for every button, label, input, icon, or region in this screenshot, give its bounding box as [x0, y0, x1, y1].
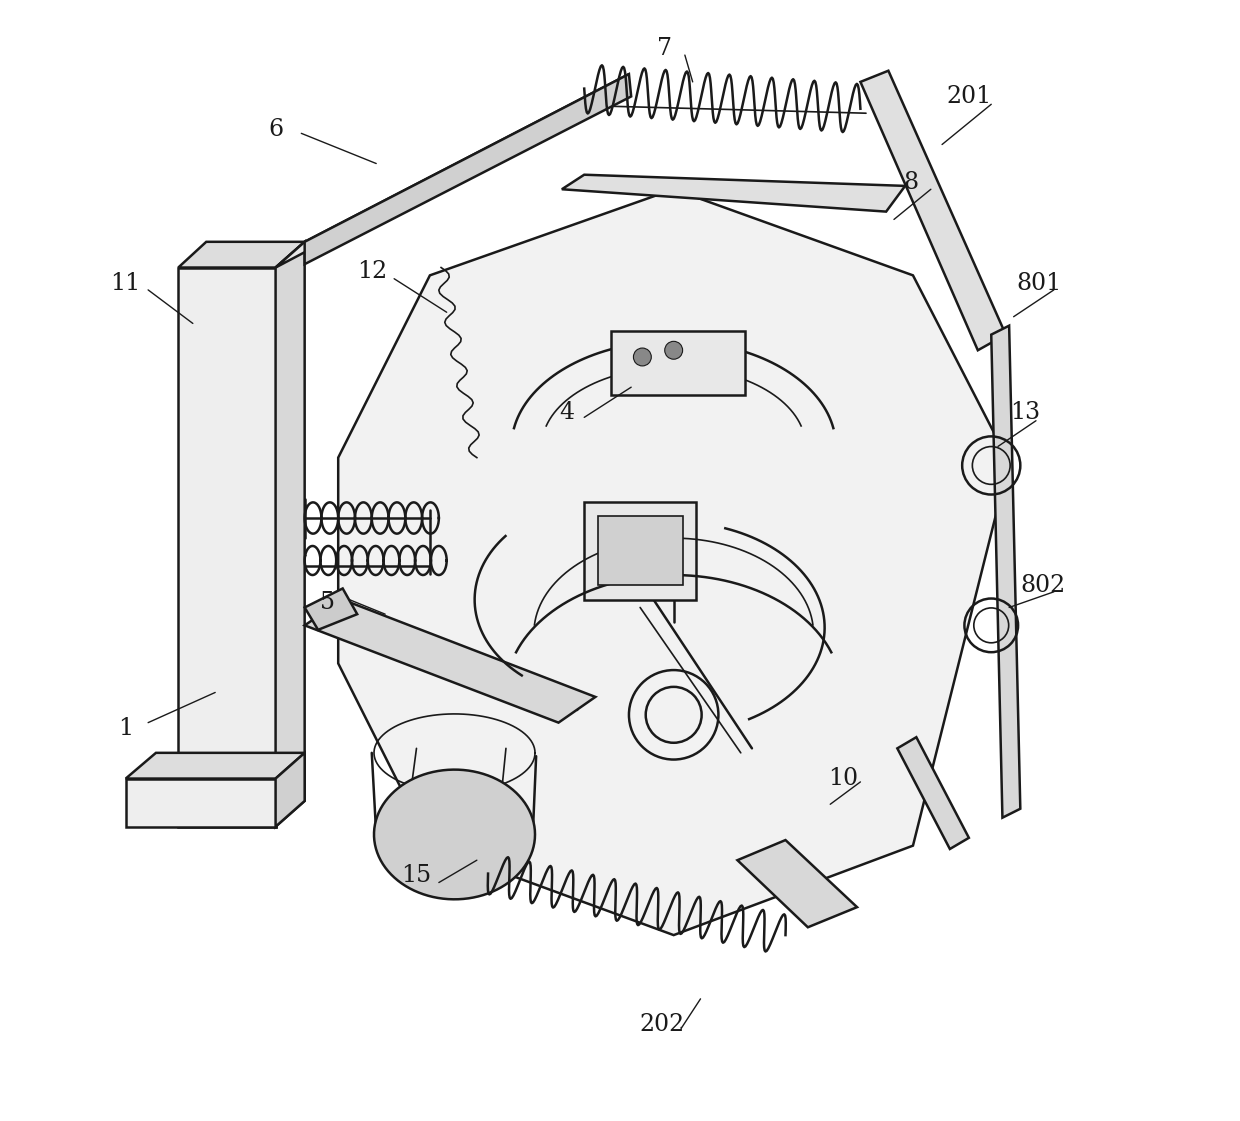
- Circle shape: [665, 341, 683, 359]
- Polygon shape: [305, 74, 631, 265]
- Polygon shape: [339, 189, 1009, 935]
- Text: 5: 5: [320, 592, 335, 614]
- Text: 6: 6: [268, 119, 283, 141]
- Text: 802: 802: [1021, 574, 1065, 596]
- Text: 202: 202: [640, 1013, 686, 1036]
- Polygon shape: [991, 326, 1021, 817]
- Polygon shape: [305, 600, 595, 723]
- Text: 11: 11: [110, 271, 141, 295]
- Text: 4: 4: [559, 401, 574, 425]
- Circle shape: [634, 348, 651, 365]
- Text: 801: 801: [1017, 271, 1061, 295]
- Polygon shape: [898, 738, 968, 849]
- Text: 10: 10: [828, 767, 859, 790]
- Polygon shape: [275, 74, 629, 268]
- Polygon shape: [275, 242, 305, 826]
- Text: 12: 12: [357, 260, 387, 284]
- Polygon shape: [584, 502, 696, 600]
- Polygon shape: [125, 753, 305, 779]
- Text: 1: 1: [118, 716, 134, 740]
- Polygon shape: [738, 840, 857, 927]
- Text: 13: 13: [1009, 401, 1040, 425]
- Polygon shape: [598, 516, 683, 585]
- Text: 8: 8: [903, 172, 919, 194]
- Polygon shape: [861, 71, 1006, 350]
- Polygon shape: [611, 332, 745, 395]
- Polygon shape: [305, 589, 357, 630]
- Text: 201: 201: [946, 85, 992, 108]
- Polygon shape: [374, 770, 534, 899]
- Polygon shape: [125, 779, 275, 826]
- Polygon shape: [562, 175, 905, 212]
- Polygon shape: [275, 753, 305, 826]
- Polygon shape: [179, 268, 275, 826]
- Text: 7: 7: [657, 37, 672, 59]
- Text: 15: 15: [402, 864, 432, 888]
- Polygon shape: [179, 242, 305, 268]
